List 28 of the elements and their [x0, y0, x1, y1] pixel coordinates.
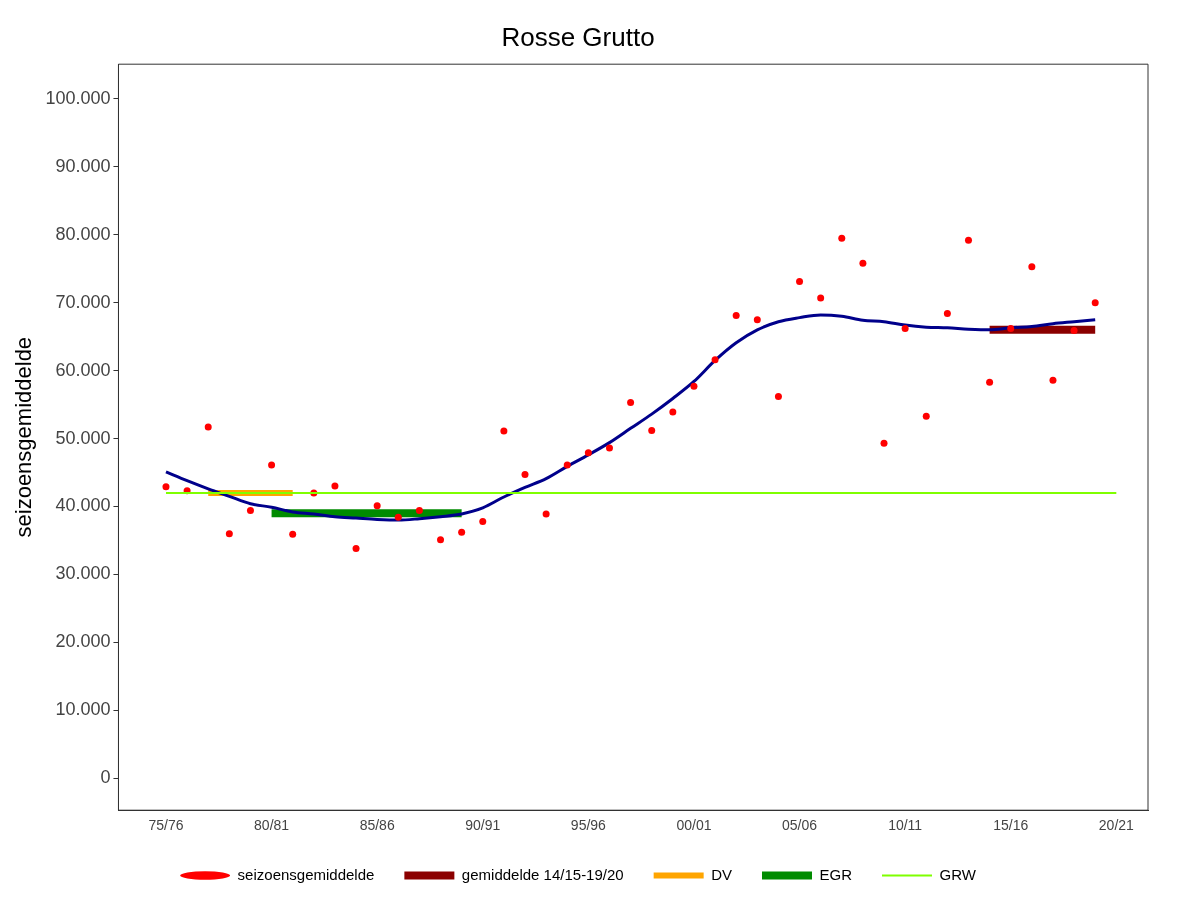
y-tick-label: 70.000 [55, 291, 111, 312]
x-tick-label: 85/86 [359, 817, 395, 834]
y-tick-label: 20.000 [55, 631, 111, 652]
legend-label: GRW [939, 865, 977, 883]
y-tick-label: 30.000 [55, 563, 111, 584]
legend-label: DV [711, 865, 732, 883]
x-tick-label: 90/91 [465, 817, 501, 834]
x-tick-label: 10/11 [888, 817, 923, 834]
y-tick-label: 100.000 [45, 87, 111, 108]
legend-label: seizoensgemiddelde [237, 865, 375, 883]
y-tick-label: 0 [100, 767, 111, 788]
x-tick-label: 75/76 [148, 817, 184, 834]
y-tick-label: 90.000 [55, 155, 111, 176]
x-tick-label: 00/01 [676, 817, 712, 834]
x-tick-label: 80/81 [254, 817, 290, 834]
legend-label: gemiddelde 14/15-19/20 [461, 865, 624, 883]
chart-title: Rosse Grutto [501, 21, 655, 52]
y-tick-label: 60.000 [55, 359, 111, 380]
x-tick-label: 20/21 [1098, 817, 1135, 834]
legend-label: EGR [819, 865, 853, 883]
y-tick-label: 80.000 [55, 223, 111, 244]
x-tick-label: 05/06 [782, 817, 818, 834]
y-tick-label: 40.000 [55, 495, 111, 516]
y-tick-label: 50.000 [55, 427, 111, 448]
y-tick-label: 10.000 [55, 699, 111, 720]
x-tick-label: 95/96 [570, 817, 607, 834]
y-axis-title: seizoensgemiddelde [11, 336, 37, 538]
x-tick-label: 15/16 [993, 817, 1029, 834]
